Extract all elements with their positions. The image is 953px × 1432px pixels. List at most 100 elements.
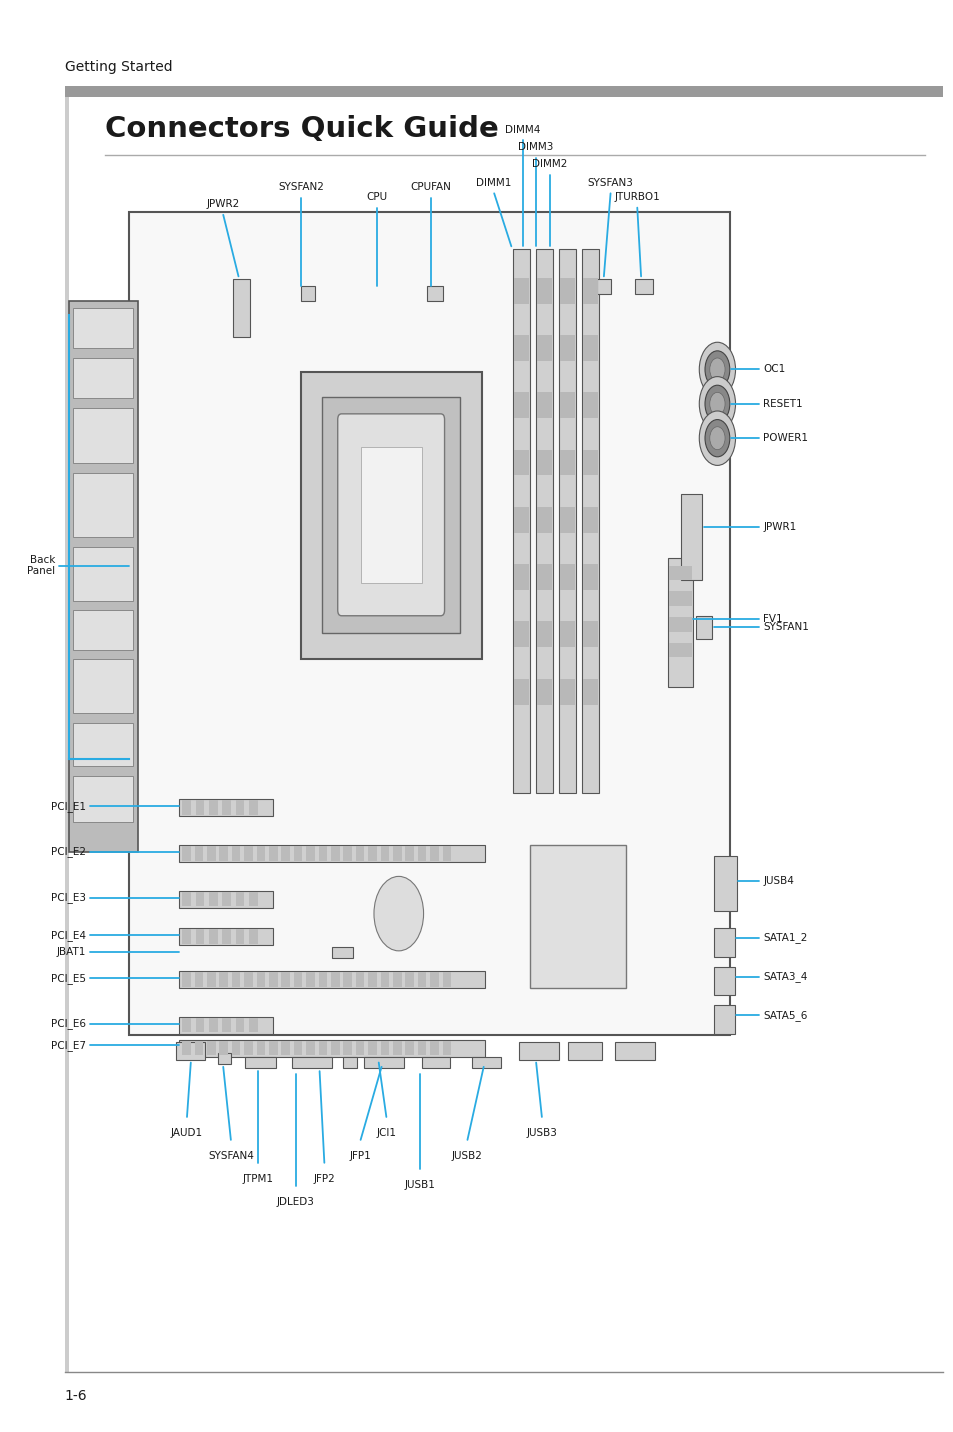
Bar: [558, 249, 576, 793]
Bar: [209, 929, 217, 944]
Bar: [73, 610, 132, 650]
Bar: [232, 846, 240, 861]
Ellipse shape: [709, 358, 724, 381]
Bar: [182, 1018, 191, 1032]
Text: JTPM1: JTPM1: [242, 1174, 273, 1184]
Bar: [69, 301, 138, 852]
Bar: [417, 972, 426, 987]
Bar: [249, 800, 257, 815]
Bar: [209, 892, 217, 906]
Bar: [235, 929, 244, 944]
Bar: [179, 1017, 273, 1034]
Bar: [73, 408, 132, 463]
Bar: [667, 558, 692, 687]
Bar: [680, 494, 701, 580]
Bar: [244, 846, 253, 861]
Bar: [582, 564, 598, 590]
Bar: [537, 392, 552, 418]
Bar: [405, 846, 414, 861]
Bar: [73, 723, 132, 766]
Bar: [393, 846, 401, 861]
Bar: [179, 845, 484, 862]
Bar: [514, 564, 529, 590]
Bar: [393, 972, 401, 987]
Bar: [368, 972, 376, 987]
Bar: [207, 1041, 215, 1055]
Text: RESET1: RESET1: [762, 400, 802, 408]
Bar: [364, 1057, 404, 1068]
Bar: [73, 473, 132, 537]
Bar: [442, 846, 451, 861]
Bar: [233, 279, 250, 337]
Bar: [380, 1041, 389, 1055]
Bar: [300, 372, 481, 659]
Text: POWER1: POWER1: [762, 434, 807, 442]
Bar: [514, 335, 529, 361]
Bar: [514, 392, 529, 418]
Ellipse shape: [699, 342, 735, 397]
Bar: [73, 776, 132, 822]
Text: SYSFAN2: SYSFAN2: [278, 182, 324, 192]
Bar: [301, 286, 314, 301]
Bar: [294, 1041, 302, 1055]
Bar: [182, 846, 191, 861]
Text: CPUFAN: CPUFAN: [411, 182, 451, 192]
Bar: [318, 846, 327, 861]
Bar: [195, 1018, 204, 1032]
Bar: [514, 278, 529, 304]
Bar: [249, 929, 257, 944]
Text: JTURBO1: JTURBO1: [614, 192, 659, 202]
Bar: [559, 507, 575, 533]
Bar: [380, 972, 389, 987]
Bar: [331, 846, 339, 861]
Text: PCI_E6: PCI_E6: [51, 1018, 86, 1030]
Bar: [368, 1041, 376, 1055]
Bar: [442, 1041, 451, 1055]
Bar: [281, 972, 290, 987]
Bar: [332, 947, 353, 958]
Bar: [331, 1041, 339, 1055]
Bar: [179, 891, 273, 908]
Bar: [430, 972, 438, 987]
Bar: [235, 1018, 244, 1032]
Text: SATA1_2: SATA1_2: [762, 932, 807, 944]
Ellipse shape: [704, 385, 729, 422]
Bar: [514, 450, 529, 475]
Bar: [306, 1041, 314, 1055]
Bar: [222, 1018, 231, 1032]
Bar: [514, 621, 529, 647]
Bar: [179, 928, 273, 945]
Bar: [537, 679, 552, 705]
Bar: [582, 679, 598, 705]
Bar: [581, 249, 598, 793]
Text: PCI_E5: PCI_E5: [51, 972, 86, 984]
Bar: [194, 972, 203, 987]
Bar: [281, 846, 290, 861]
Bar: [597, 279, 610, 294]
Text: SATA5_6: SATA5_6: [762, 1010, 807, 1021]
Bar: [294, 846, 302, 861]
Text: DIMM2: DIMM2: [531, 159, 567, 169]
Text: DIMM1: DIMM1: [476, 178, 512, 188]
Bar: [417, 1041, 426, 1055]
Bar: [235, 800, 244, 815]
Bar: [232, 972, 240, 987]
Bar: [318, 1041, 327, 1055]
Bar: [559, 335, 575, 361]
Bar: [615, 1042, 655, 1060]
Bar: [209, 800, 217, 815]
Bar: [514, 679, 529, 705]
Text: JUSB1: JUSB1: [404, 1180, 435, 1190]
Text: JPWR1: JPWR1: [762, 523, 796, 531]
Ellipse shape: [374, 876, 423, 951]
Bar: [559, 278, 575, 304]
Text: Connectors Quick Guide: Connectors Quick Guide: [105, 115, 498, 143]
Bar: [518, 1042, 558, 1060]
Bar: [380, 846, 389, 861]
Bar: [306, 972, 314, 987]
Bar: [343, 972, 352, 987]
Text: SATA3_4: SATA3_4: [762, 971, 807, 982]
Bar: [472, 1057, 500, 1068]
Text: JFP2: JFP2: [314, 1174, 335, 1184]
Text: DIMM3: DIMM3: [517, 142, 554, 152]
